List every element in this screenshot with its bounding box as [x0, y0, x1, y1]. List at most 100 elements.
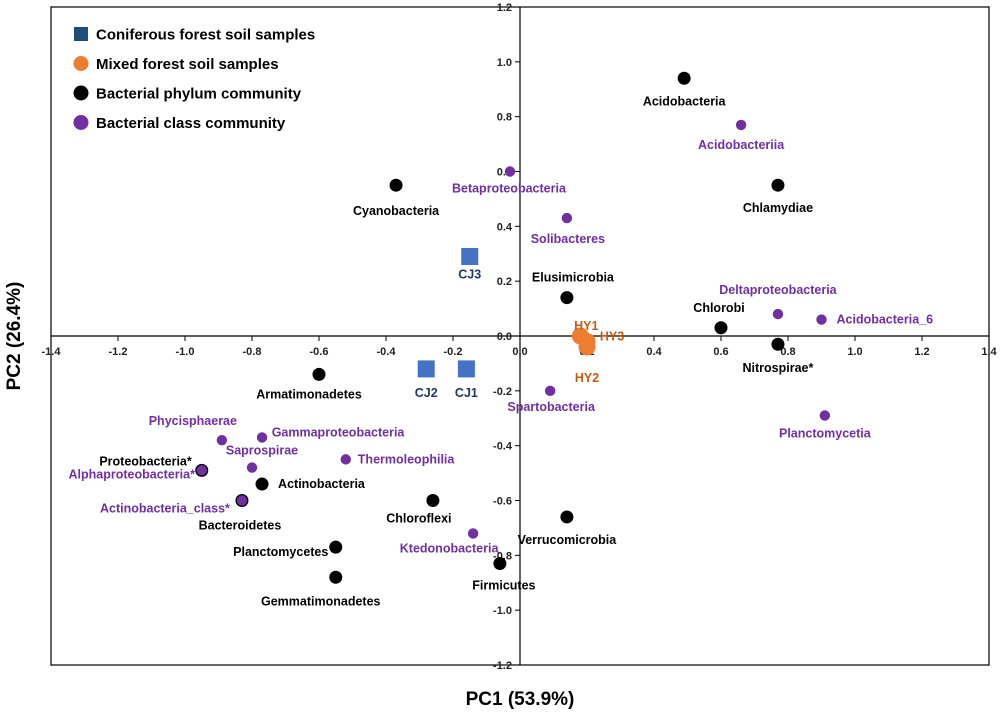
- point-cj2: [417, 360, 435, 378]
- x-tick-label: 1.2: [914, 346, 929, 358]
- point-deltaproteobacteria: [772, 308, 784, 320]
- label-cj1: CJ1: [455, 386, 478, 400]
- label-phycisphaerae: Phycisphaerae: [149, 414, 237, 428]
- label-deltaproteobacteria: Deltaproteobacteria: [719, 283, 837, 297]
- label-cyanobacteria: Cyanobacteria: [353, 204, 440, 218]
- x-tick-label: -1.0: [176, 346, 195, 358]
- label-hy3: HY3: [600, 329, 624, 343]
- label-actinobacteria: Actinobacteria: [278, 477, 366, 491]
- point-cyanobacteria: [389, 178, 403, 192]
- x-tick-label: -0.6: [310, 346, 329, 358]
- y-tick-label: -0.2: [493, 386, 512, 398]
- label-acidobacteria-6: Acidobacteria_6: [837, 313, 934, 327]
- label-acidobacteriia: Acidobacteriia: [698, 138, 785, 152]
- tick-labels: -1.4 -1.2 -1.0 -0.8 -0.6 -0.4 -0.2 0.0 0.2 0.4 0.6…: [42, 2, 998, 672]
- point-elusimicrobia: [560, 291, 574, 305]
- x-tick-label: -0.4: [377, 346, 397, 358]
- point-cj1: [457, 360, 475, 378]
- label-solibacteres: Solibacteres: [531, 232, 605, 246]
- point-alphaproteobacteria: [196, 465, 207, 476]
- label-hy2: HY2: [575, 371, 599, 385]
- legend-marker-mixed: [73, 56, 89, 71]
- x-tick-label: 1.4: [981, 346, 997, 358]
- label-chlorobi: Chlorobi: [693, 301, 744, 315]
- point-solibacteres: [561, 212, 573, 224]
- y-tick-label: 1.0: [497, 57, 512, 69]
- point-hy2: [578, 338, 596, 356]
- label-hy1: HY1: [574, 319, 598, 333]
- label-saprospirae: Saprospirae: [226, 444, 298, 458]
- label-betaproteobacteria: Betaproteobacteria: [452, 182, 567, 196]
- point-actinobacteria: [255, 477, 269, 491]
- point-phycisphaerae: [216, 434, 228, 446]
- label-proteobacteria: Proteobacteria*: [99, 454, 192, 468]
- x-tick-label: 0.0: [512, 346, 527, 358]
- point-labels: Acidobacteria Cyanobacteria Chlamydiae Elus…: [69, 94, 934, 608]
- point-cj3: [461, 247, 479, 265]
- legend-marker-phylum: [73, 85, 89, 101]
- y-tick-label: 0.4: [497, 221, 513, 233]
- label-cj2: CJ2: [415, 386, 438, 400]
- y-tick-label: 0.8: [497, 112, 512, 124]
- label-spartobacteria: Spartobacteria: [507, 400, 596, 414]
- point-planctomycetes: [329, 540, 343, 554]
- point-verrucomicrobia: [560, 510, 574, 524]
- label-chloroflexi: Chloroflexi: [386, 512, 451, 526]
- y-tick-label: -1.0: [493, 605, 512, 617]
- label-actinobacteria-class: Actinobacteria_class*: [100, 502, 230, 516]
- point-chlamydiae: [771, 178, 785, 192]
- x-tick-label: 0.4: [646, 346, 662, 358]
- label-planctomycetia: Planctomycetia: [779, 427, 872, 441]
- x-tick-label: -1.4: [42, 346, 62, 358]
- legend-label-mixed: Mixed forest soil samples: [96, 56, 279, 73]
- label-armatimonadetes: Armatimonadetes: [256, 387, 362, 401]
- point-acidobacteria: [677, 71, 691, 85]
- y-tick-label: -1.2: [493, 660, 512, 672]
- point-chlorobi: [714, 321, 728, 335]
- x-tick-label: -0.2: [444, 346, 463, 358]
- y-tick-label: 0.0: [497, 331, 512, 343]
- label-alphaproteobacteria: Alphaproteobacteria*: [69, 467, 196, 481]
- point-gemmatimonadetes: [329, 570, 343, 584]
- y-tick-label: -0.4: [493, 441, 513, 453]
- point-spartobacteria: [544, 385, 556, 397]
- label-gammaproteobacteria: Gammaproteobacteria: [272, 425, 406, 439]
- x-tick-label: 0.8: [780, 346, 795, 358]
- point-acidobacteria-6: [816, 314, 827, 325]
- label-elusimicrobia: Elusimicrobia: [532, 271, 615, 285]
- legend-label-phylum: Bacterial phylum community: [96, 86, 302, 103]
- label-gemmatimonadetes: Gemmatimonadetes: [261, 594, 381, 608]
- legend: Coniferous forest soil samples Mixed fore…: [73, 27, 315, 132]
- y-tick-label: -0.6: [493, 496, 512, 508]
- legend-marker-class: [73, 115, 89, 130]
- point-nitrospirae: [771, 337, 785, 351]
- label-cj3: CJ3: [458, 267, 481, 281]
- point-saprospirae: [246, 462, 258, 473]
- label-thermoleophilia: Thermoleophilia: [358, 452, 456, 466]
- legend-label-coniferous: Coniferous forest soil samples: [96, 27, 315, 44]
- point-ktedonobacteria: [467, 528, 479, 539]
- label-firmicutes: Firmicutes: [472, 579, 535, 593]
- x-tick-label: 0.6: [713, 346, 728, 358]
- label-ktedonobacteria: Ktedonobacteria: [400, 541, 500, 555]
- point-betaproteobacteria: [504, 166, 516, 177]
- data-points: [195, 71, 831, 584]
- label-verrucomicrobia: Verrucomicrobia: [518, 533, 618, 547]
- point-thermoleophilia: [340, 454, 351, 465]
- axes: [50, 6, 990, 666]
- point-armatimonadetes: [312, 367, 326, 381]
- y-tick-label: 0.2: [497, 276, 512, 288]
- point-firmicutes: [493, 557, 507, 571]
- label-acidobacteria: Acidobacteria: [643, 94, 727, 108]
- y-tick-label: 1.2: [497, 2, 512, 14]
- point-chloroflexi: [426, 494, 440, 507]
- label-planctomycetes: Planctomycetes: [233, 545, 328, 559]
- point-planctomycetia: [819, 410, 831, 421]
- point-actinobacteria-class: [236, 495, 248, 506]
- legend-label-class: Bacterial class community: [96, 115, 286, 132]
- x-tick-label: -1.2: [109, 346, 128, 358]
- label-bacteroidetes: Bacteroidetes: [199, 519, 282, 533]
- point-gammaproteobacteria: [256, 432, 268, 443]
